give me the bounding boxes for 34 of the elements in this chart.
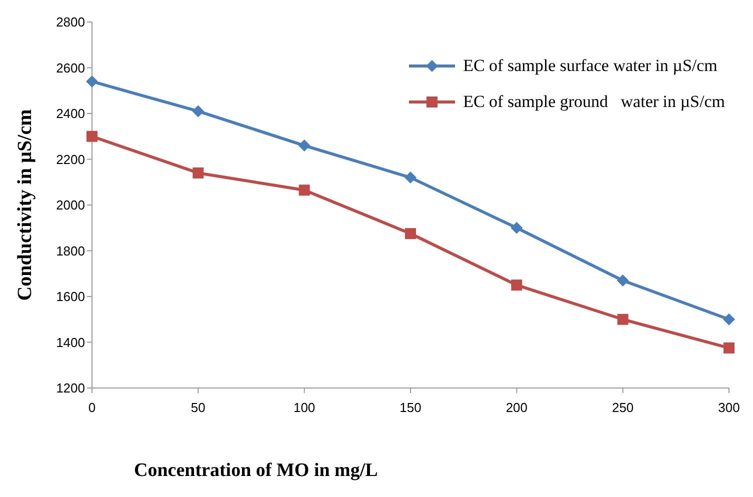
point	[511, 280, 522, 291]
x-tick-label: 250	[612, 400, 634, 416]
point	[723, 313, 735, 326]
point	[405, 228, 416, 240]
x-tick-label: 100	[293, 400, 316, 416]
x-tick-label: 150	[400, 400, 422, 416]
y-tick-label: 2400	[56, 106, 85, 122]
x-tick-label: 300	[718, 400, 740, 416]
point	[192, 167, 204, 178]
x-tick-label: 0	[88, 400, 96, 416]
point	[724, 342, 734, 354]
point	[404, 172, 416, 184]
y-tick-label: 1600	[56, 289, 85, 304]
point	[86, 75, 98, 88]
legend-label: EC of sample ground water in µS/cm	[463, 91, 725, 113]
legend-label: EC of sample surface water in µS/cm	[463, 55, 718, 77]
y-tick-label: 1800	[56, 243, 85, 258]
point	[192, 105, 204, 118]
y-tick-label: 2000	[56, 198, 85, 213]
y-tick-label: 1400	[56, 334, 85, 350]
x-tick-label: 200	[506, 400, 528, 416]
point	[298, 140, 310, 152]
point	[298, 184, 310, 196]
point	[617, 314, 628, 325]
x-tick-label: 50	[190, 400, 206, 416]
y-tick-label: 1200	[56, 380, 85, 396]
y-tick-label: 2200	[56, 152, 85, 167]
point	[86, 130, 98, 142]
x-axis-title: Concentration of MO in mg/L	[134, 460, 378, 481]
point	[510, 222, 523, 234]
y-tick-label: 2800	[56, 14, 85, 30]
point	[616, 274, 629, 286]
y-tick-label: 2600	[56, 60, 85, 76]
y-axis-title: Conductivity in µS/cm	[14, 108, 36, 301]
